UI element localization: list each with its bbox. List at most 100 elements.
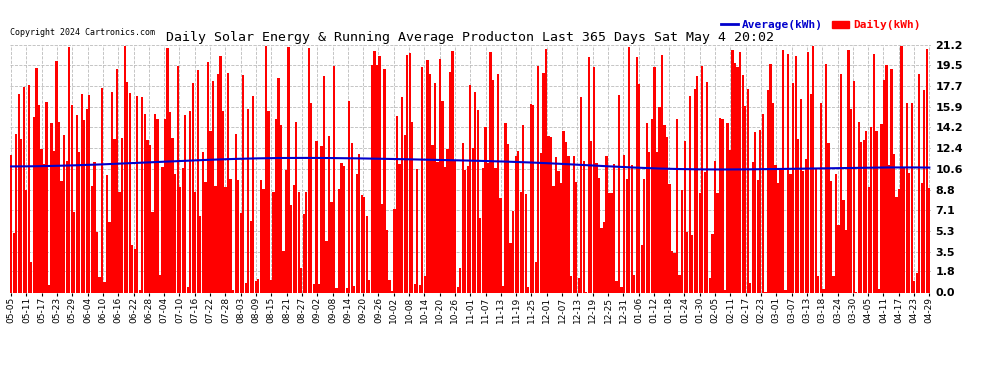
Bar <box>15 134 18 292</box>
Bar <box>616 281 618 292</box>
Bar <box>611 193 613 292</box>
Bar <box>860 142 862 292</box>
Bar <box>328 136 330 292</box>
Bar <box>830 181 833 292</box>
Bar <box>754 132 756 292</box>
Bar <box>565 142 567 292</box>
Bar <box>88 95 90 292</box>
Bar <box>802 171 804 292</box>
Bar <box>153 114 156 292</box>
Bar <box>517 151 520 292</box>
Bar <box>598 178 600 292</box>
Bar <box>429 74 431 292</box>
Bar <box>124 46 126 292</box>
Bar <box>391 291 393 292</box>
Bar <box>28 86 30 292</box>
Bar <box>663 126 665 292</box>
Bar <box>52 151 55 292</box>
Bar <box>58 122 60 292</box>
Bar <box>217 74 219 292</box>
Bar <box>580 97 582 292</box>
Bar <box>671 251 673 292</box>
Bar <box>432 145 434 292</box>
Bar <box>732 50 734 292</box>
Bar <box>603 222 605 292</box>
Bar <box>336 288 338 292</box>
Bar <box>378 56 380 292</box>
Bar <box>108 222 111 292</box>
Bar <box>792 83 794 292</box>
Bar <box>633 275 636 292</box>
Bar <box>215 186 217 292</box>
Bar <box>543 74 545 292</box>
Bar <box>41 149 43 292</box>
Bar <box>156 119 158 292</box>
Bar <box>409 53 411 292</box>
Bar <box>186 287 189 292</box>
Bar <box>683 141 686 292</box>
Bar <box>918 74 921 292</box>
Bar <box>103 282 106 292</box>
Bar <box>280 125 282 292</box>
Bar <box>406 56 408 292</box>
Bar <box>527 286 530 292</box>
Bar <box>376 64 378 292</box>
Bar <box>456 287 458 292</box>
Bar <box>96 231 98 292</box>
Bar <box>166 48 168 292</box>
Bar <box>471 147 474 292</box>
Bar <box>742 75 743 292</box>
Bar <box>890 69 893 292</box>
Bar <box>777 183 779 292</box>
Bar <box>655 152 658 292</box>
Bar <box>264 46 267 292</box>
Bar <box>370 65 373 292</box>
Bar <box>70 105 73 292</box>
Bar <box>645 123 648 292</box>
Bar <box>795 56 797 292</box>
Bar <box>416 168 419 292</box>
Bar <box>865 131 867 292</box>
Bar <box>709 278 711 292</box>
Bar <box>840 74 842 292</box>
Bar <box>717 194 719 292</box>
Bar <box>434 83 436 292</box>
Bar <box>800 99 802 292</box>
Bar <box>774 165 776 292</box>
Bar <box>626 179 628 292</box>
Bar <box>807 52 810 292</box>
Bar <box>209 131 212 292</box>
Bar <box>73 212 75 292</box>
Bar <box>419 285 421 292</box>
Bar <box>885 65 888 292</box>
Bar <box>290 206 292 292</box>
Bar <box>530 104 532 292</box>
Bar <box>867 188 870 292</box>
Bar <box>262 189 264 292</box>
Bar <box>259 180 262 292</box>
Bar <box>50 123 52 292</box>
Bar <box>65 160 67 292</box>
Bar <box>18 94 20 292</box>
Bar <box>179 187 181 292</box>
Bar <box>538 66 540 292</box>
Bar <box>346 288 347 292</box>
Bar <box>91 186 93 292</box>
Bar <box>321 146 323 292</box>
Bar <box>502 286 504 292</box>
Bar <box>386 230 388 292</box>
Bar <box>844 230 847 292</box>
Bar <box>761 114 764 292</box>
Bar <box>60 181 62 292</box>
Bar <box>257 279 259 292</box>
Bar <box>639 84 641 292</box>
Bar <box>444 167 446 292</box>
Bar <box>148 144 151 292</box>
Bar <box>557 171 559 292</box>
Bar <box>169 112 171 292</box>
Bar <box>144 114 146 292</box>
Bar <box>706 82 709 292</box>
Bar <box>479 218 481 292</box>
Bar <box>313 284 315 292</box>
Bar <box>63 135 65 292</box>
